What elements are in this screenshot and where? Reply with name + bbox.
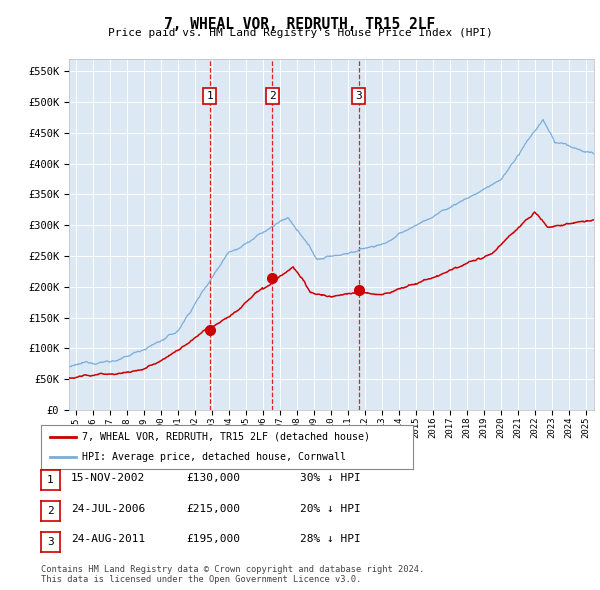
Text: Price paid vs. HM Land Registry's House Price Index (HPI): Price paid vs. HM Land Registry's House …: [107, 28, 493, 38]
Text: £130,000: £130,000: [186, 473, 240, 483]
Text: This data is licensed under the Open Government Licence v3.0.: This data is licensed under the Open Gov…: [41, 575, 361, 584]
Text: 3: 3: [355, 91, 362, 101]
Text: 20% ↓ HPI: 20% ↓ HPI: [300, 504, 361, 513]
Text: 3: 3: [47, 537, 54, 546]
Text: Contains HM Land Registry data © Crown copyright and database right 2024.: Contains HM Land Registry data © Crown c…: [41, 565, 424, 574]
Text: 7, WHEAL VOR, REDRUTH, TR15 2LF: 7, WHEAL VOR, REDRUTH, TR15 2LF: [164, 17, 436, 31]
Text: 1: 1: [206, 91, 213, 101]
Text: £215,000: £215,000: [186, 504, 240, 513]
Text: 7, WHEAL VOR, REDRUTH, TR15 2LF (detached house): 7, WHEAL VOR, REDRUTH, TR15 2LF (detache…: [82, 432, 370, 442]
Text: 15-NOV-2002: 15-NOV-2002: [71, 473, 145, 483]
Text: 24-JUL-2006: 24-JUL-2006: [71, 504, 145, 513]
Text: 28% ↓ HPI: 28% ↓ HPI: [300, 535, 361, 544]
Text: 24-AUG-2011: 24-AUG-2011: [71, 535, 145, 544]
Text: 1: 1: [47, 476, 54, 485]
Text: 2: 2: [47, 506, 54, 516]
Text: 30% ↓ HPI: 30% ↓ HPI: [300, 473, 361, 483]
Text: HPI: Average price, detached house, Cornwall: HPI: Average price, detached house, Corn…: [82, 452, 346, 462]
Text: 2: 2: [269, 91, 275, 101]
Text: £195,000: £195,000: [186, 535, 240, 544]
